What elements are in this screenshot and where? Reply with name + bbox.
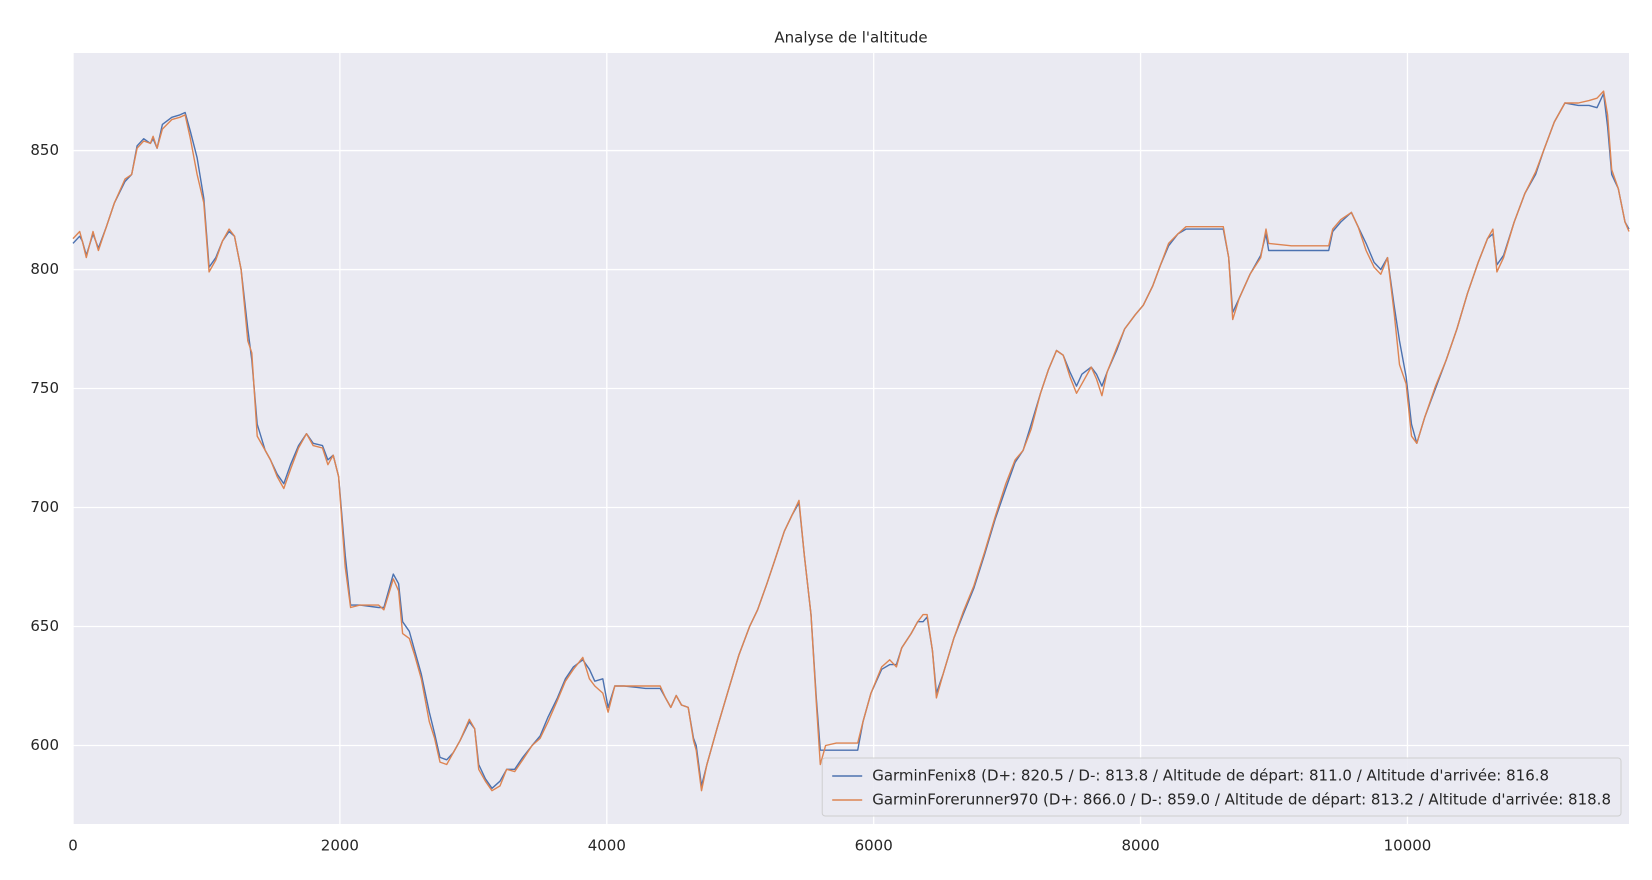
y-tick-label: 750 (30, 379, 59, 397)
x-tick-label: 4000 (588, 837, 626, 855)
x-tick-label: 2000 (321, 837, 359, 855)
plot-background (73, 53, 1629, 824)
legend-label: GarminFenix8 (D+: 820.5 / D-: 813.8 / Al… (872, 767, 1549, 785)
legend-label: GarminForerunner970 (D+: 866.0 / D-: 859… (872, 791, 1611, 809)
y-tick-label: 850 (30, 141, 59, 159)
x-tick-label: 8000 (1121, 837, 1159, 855)
series-line (72, 90, 1630, 792)
y-tick-label: 600 (30, 736, 59, 754)
y-tick-label: 650 (30, 617, 59, 635)
chart-title: Analyse de l'altitude (774, 29, 927, 47)
x-tick-label: 6000 (855, 837, 893, 855)
x-tick-label: 0 (68, 837, 78, 855)
x-tick-label: 10000 (1384, 837, 1432, 855)
y-tick-label: 800 (30, 260, 59, 278)
y-tick-label: 700 (30, 498, 59, 516)
legend-box (821, 757, 1622, 817)
legend: GarminFenix8 (D+: 820.5 / D-: 813.8 / Al… (821, 757, 1622, 817)
